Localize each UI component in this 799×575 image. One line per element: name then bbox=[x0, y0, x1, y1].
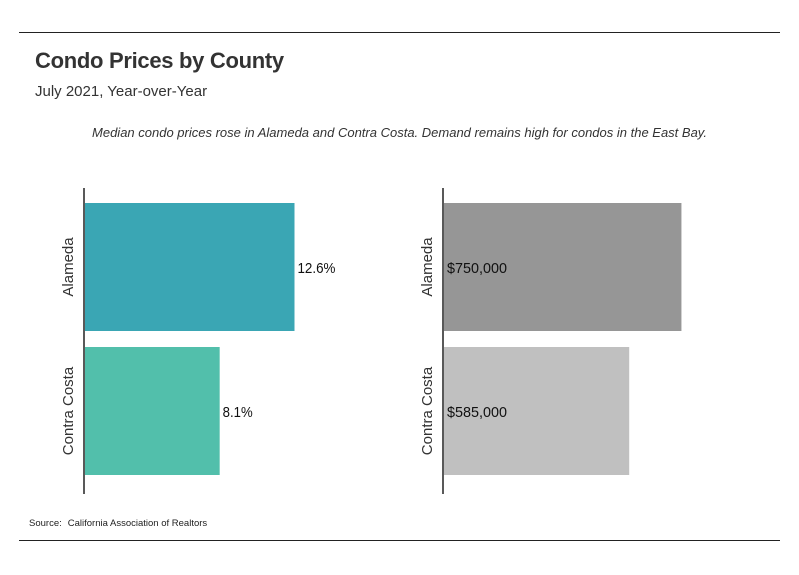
bar-contra-costa bbox=[85, 347, 220, 475]
bar-alameda bbox=[444, 203, 682, 331]
bar-contra-costa bbox=[444, 347, 630, 475]
chart-panel-1: 12.6% Alameda 8.1% Contra Costa bbox=[60, 188, 335, 494]
data-label: $585,000 bbox=[447, 404, 507, 421]
bottom-rule bbox=[19, 540, 780, 541]
data-label: 8.1% bbox=[223, 404, 253, 421]
data-label: $750,000 bbox=[447, 260, 507, 277]
category-label: Alameda bbox=[419, 237, 436, 297]
top-rule bbox=[19, 32, 780, 33]
source-text: California Association of Realtors bbox=[67, 518, 208, 529]
source-label: Source: bbox=[29, 518, 62, 529]
chart-panel-2: $750,000 Alameda $585,000 Contra Costa bbox=[419, 188, 682, 494]
chart-subtitle: July 2021, Year-over-Year bbox=[35, 83, 208, 100]
chart-note: Median condo prices rose in Alameda and … bbox=[92, 125, 707, 140]
chart-title: Condo Prices by County bbox=[35, 48, 284, 73]
category-label: Alameda bbox=[60, 237, 77, 297]
data-label: 12.6% bbox=[297, 260, 335, 277]
bar-alameda bbox=[85, 203, 295, 331]
category-label: Contra Costa bbox=[419, 366, 436, 455]
category-label: Contra Costa bbox=[60, 366, 77, 455]
source-line: Source: California Association of Realtor… bbox=[29, 518, 213, 529]
